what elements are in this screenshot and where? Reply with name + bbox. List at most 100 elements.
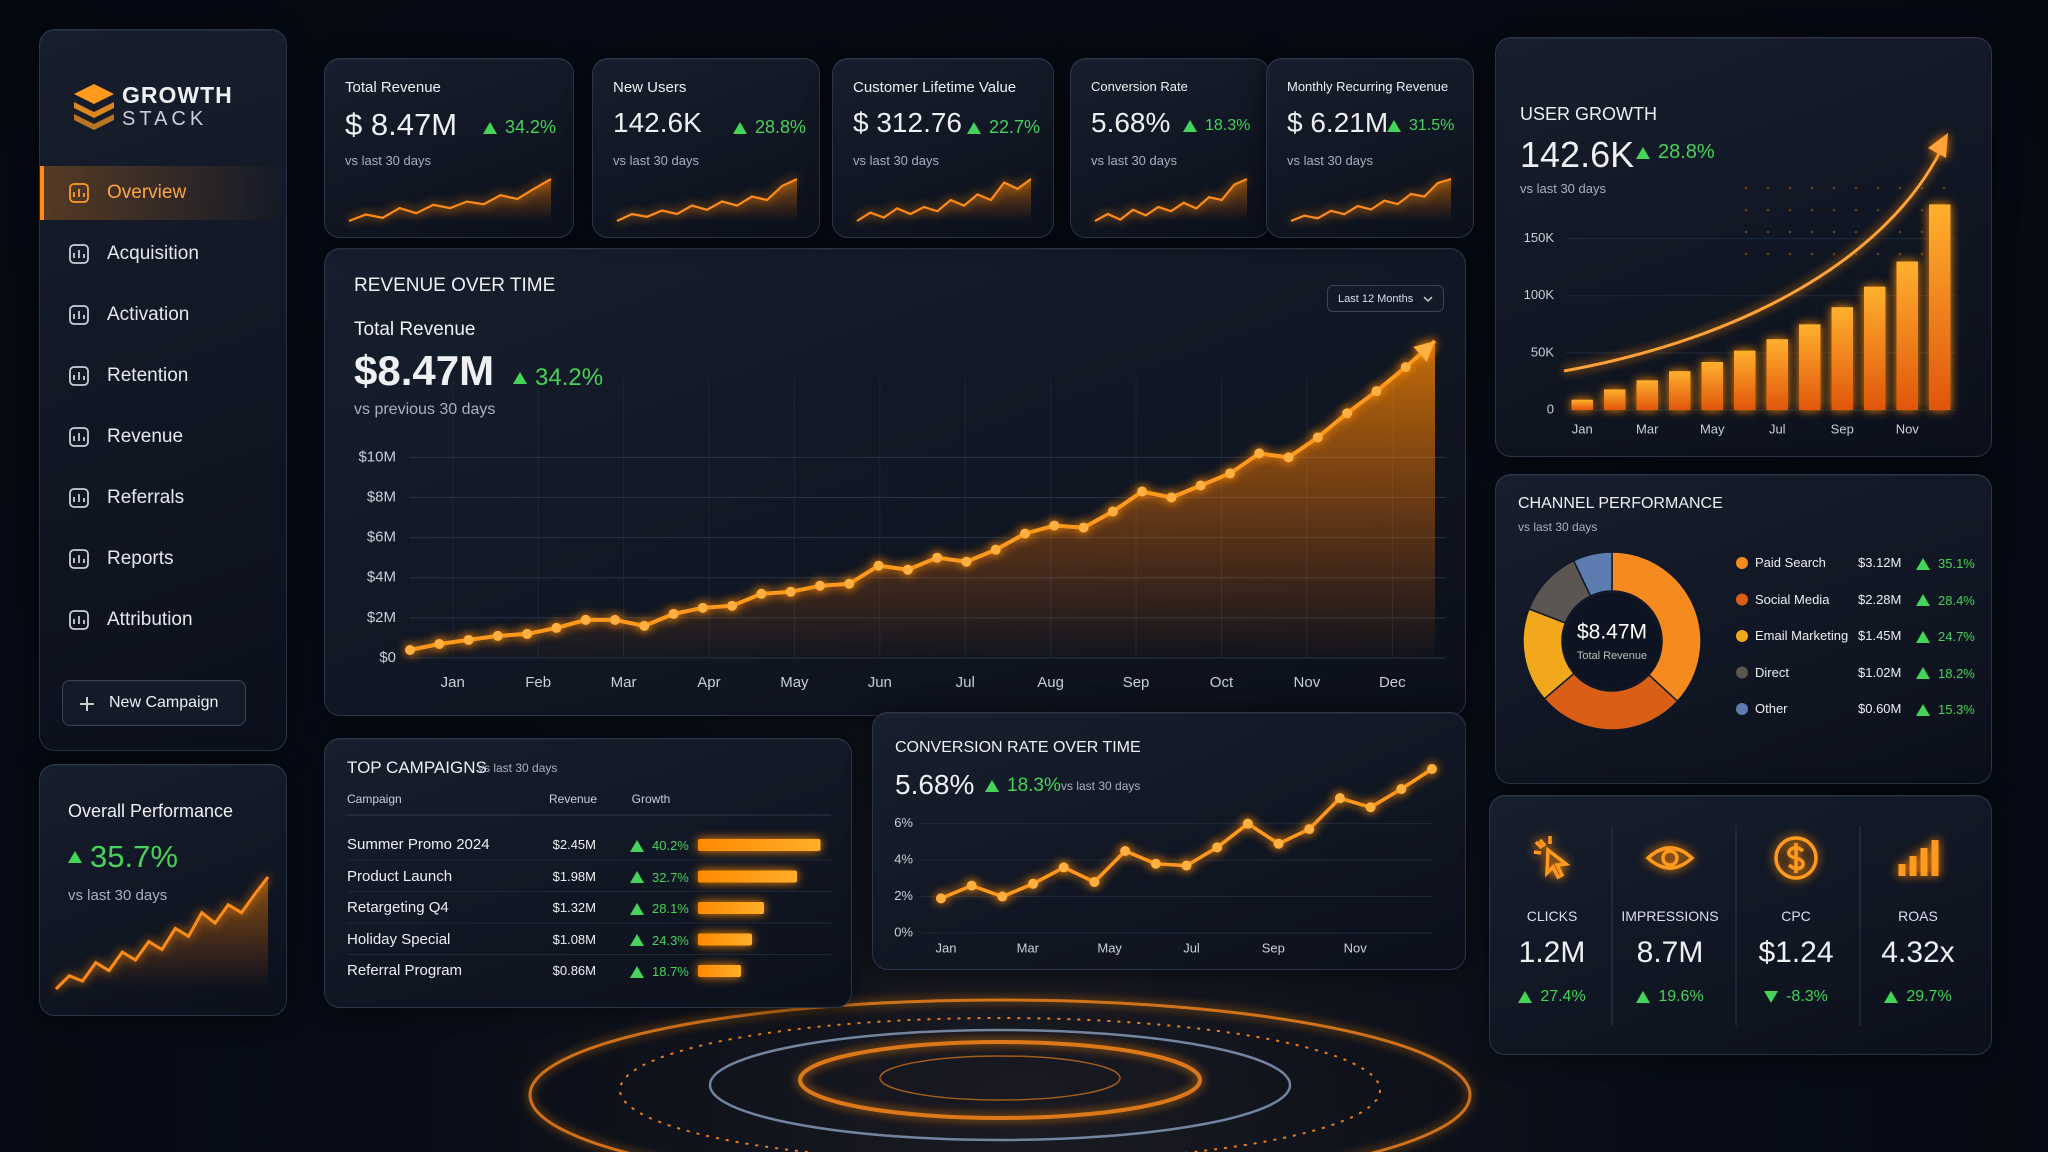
nav-item[interactable]: Revenue [40, 410, 288, 464]
point [1150, 858, 1161, 869]
point [1195, 480, 1206, 491]
range-dropdown[interactable]: Last 12 Months [1327, 285, 1444, 312]
point [936, 893, 946, 904]
change-value: 18.7% [652, 964, 689, 979]
metric-label: IMPRESSIONS [1621, 908, 1719, 924]
dot-decoration [1832, 252, 1836, 256]
value: 5.68% [895, 769, 975, 800]
nav-label: Activation [107, 304, 190, 325]
legend-label: Social Media [1755, 591, 1830, 607]
point [844, 578, 855, 589]
point [639, 620, 650, 631]
icon-shape [69, 244, 89, 264]
campaign-name: Retargeting Q4 [347, 899, 449, 916]
nav-item[interactable]: Referrals [40, 471, 288, 525]
change: 34.2% [483, 117, 556, 138]
nav-item[interactable]: Reports [40, 532, 288, 586]
change: 40.2% [630, 838, 689, 853]
point [932, 552, 943, 563]
legend-label: Other [1755, 701, 1788, 716]
panel-title: USER GROWTH [1520, 104, 1657, 124]
legend-dot [1736, 593, 1748, 606]
x-tick-label: Sep [1831, 421, 1854, 436]
up-arrow [967, 121, 981, 134]
dot-decoration [1920, 230, 1924, 234]
change: 24.3% [630, 933, 689, 948]
brand-sub: STACK [122, 108, 208, 130]
change-value: 34.2% [535, 364, 604, 391]
dot-decoration [1744, 230, 1748, 234]
campaigns-panel: TOP CAMPAIGNS vs last 30 days Campaign Re… [324, 738, 852, 1008]
change: 24.7% [1916, 629, 1975, 644]
change-value: 19.6% [1658, 988, 1704, 1005]
point [1089, 876, 1100, 887]
bar-chart: 0 50K 100K 150K Jan Mar May Jul Sep Nov [1524, 133, 1956, 436]
sparkline [54, 876, 270, 991]
legend-value: $2.28M [1858, 591, 1902, 607]
point [1137, 486, 1148, 497]
area [410, 341, 1435, 658]
bar [1571, 399, 1593, 410]
sparkline-line [616, 178, 798, 222]
panel-title: CONVERSION RATE OVER TIME [895, 739, 1141, 756]
up-arrow [630, 934, 644, 946]
change-value: 18.3% [1205, 117, 1251, 134]
point [1342, 408, 1353, 419]
icon-detail [73, 433, 85, 441]
change-value: 28.8% [1658, 141, 1715, 163]
nav-item[interactable]: Attribution [40, 593, 288, 647]
bar [1864, 286, 1886, 410]
change-value: 28.4% [1938, 592, 1975, 608]
x-tick-label: Feb [525, 674, 551, 691]
dot-decoration [1854, 230, 1858, 234]
point [1181, 860, 1192, 871]
bar [1669, 371, 1691, 410]
point [1058, 862, 1069, 873]
nav-item[interactable]: Activation [40, 288, 288, 342]
point [815, 580, 825, 591]
kpi-label: Total Revenue [345, 79, 441, 96]
x-tick-label: Mar [1017, 940, 1040, 955]
bar [1766, 339, 1788, 410]
icon-detail [73, 311, 85, 319]
legend-dot [1736, 630, 1748, 642]
new-campaign-button[interactable]: New Campaign [62, 680, 246, 726]
legend-dot [1736, 666, 1748, 679]
campaign-name: Holiday Special [347, 930, 451, 948]
nav-icon [69, 427, 89, 447]
nav-item[interactable]: Overview [40, 166, 288, 220]
icon-shape [69, 610, 89, 630]
bar [698, 839, 821, 851]
kpi-card: Conversion Rate 5.68% 18.3% vs last 30 days [1070, 58, 1270, 238]
panel-title: REVENUE OVER TIME [354, 275, 556, 296]
point [1371, 386, 1382, 397]
icon-detail [73, 494, 85, 502]
change-value: 15.3% [1938, 702, 1975, 717]
point [727, 600, 738, 611]
nav-item[interactable]: Acquisition [40, 227, 288, 281]
kpi-card: Customer Lifetime Value $ 312.76 22.7% vs l… [832, 58, 1054, 238]
metric: CLICKS 1.2M 27.4% [1492, 796, 1612, 1056]
dot-decoration [1810, 230, 1814, 234]
nav-icon [69, 183, 89, 203]
change-value: 35.1% [1938, 556, 1975, 571]
dot-decoration [1920, 186, 1924, 190]
metric-value: 1.2M [1518, 936, 1586, 969]
dot-decoration [1766, 186, 1770, 190]
dot-decoration [1898, 186, 1902, 190]
dot-decoration [1788, 230, 1792, 234]
bar [1929, 204, 1951, 410]
y-tick-label: 100K [1524, 287, 1555, 302]
bar [698, 965, 741, 977]
sparkline-line [1094, 177, 1248, 222]
dot-decoration [1942, 186, 1946, 190]
up-arrow [1916, 703, 1930, 716]
note: vs last 30 days [1518, 520, 1598, 534]
panel-title: CHANNEL PERFORMANCE [1518, 495, 1723, 512]
overall-note: vs last 30 days [68, 887, 168, 904]
trend-curve [1563, 149, 1943, 373]
nav-item[interactable]: Retention [40, 349, 288, 403]
change-value: 31.5% [1409, 117, 1455, 134]
x-tick-label: Nov [1896, 421, 1920, 436]
campaign-revenue: $1.32M [552, 900, 596, 915]
